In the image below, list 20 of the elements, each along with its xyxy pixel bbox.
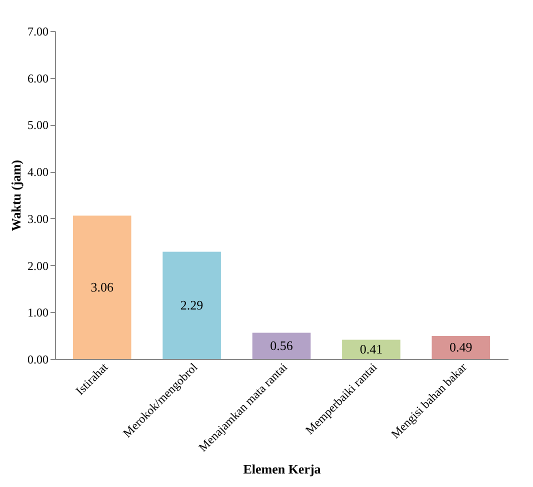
data-label: 2.29 (180, 297, 204, 312)
bar (72, 216, 132, 359)
y-tick-label: 3.00 (28, 212, 48, 226)
bar (432, 336, 490, 359)
y-tick-label: 0.00 (28, 352, 48, 366)
y-axis-title: Waktu (jam) (8, 160, 24, 232)
y-tick-label: 2.00 (28, 258, 48, 273)
y-tick-label: 5.00 (28, 118, 48, 132)
y-tick-label: 6.00 (28, 71, 48, 86)
data-label: 3.06 (90, 279, 114, 294)
y-tick-label: 4.00 (28, 165, 48, 180)
data-label: 0.56 (270, 338, 294, 353)
data-label: 0.49 (450, 340, 472, 355)
data-label: 0.41 (360, 341, 383, 356)
y-tick-label: 1.00 (28, 306, 48, 320)
bar (162, 252, 221, 359)
x-axis-title: Elemen Kerja (243, 462, 322, 477)
bar (342, 340, 400, 359)
y-tick-label: 7.00 (28, 24, 48, 38)
bar (252, 332, 311, 359)
